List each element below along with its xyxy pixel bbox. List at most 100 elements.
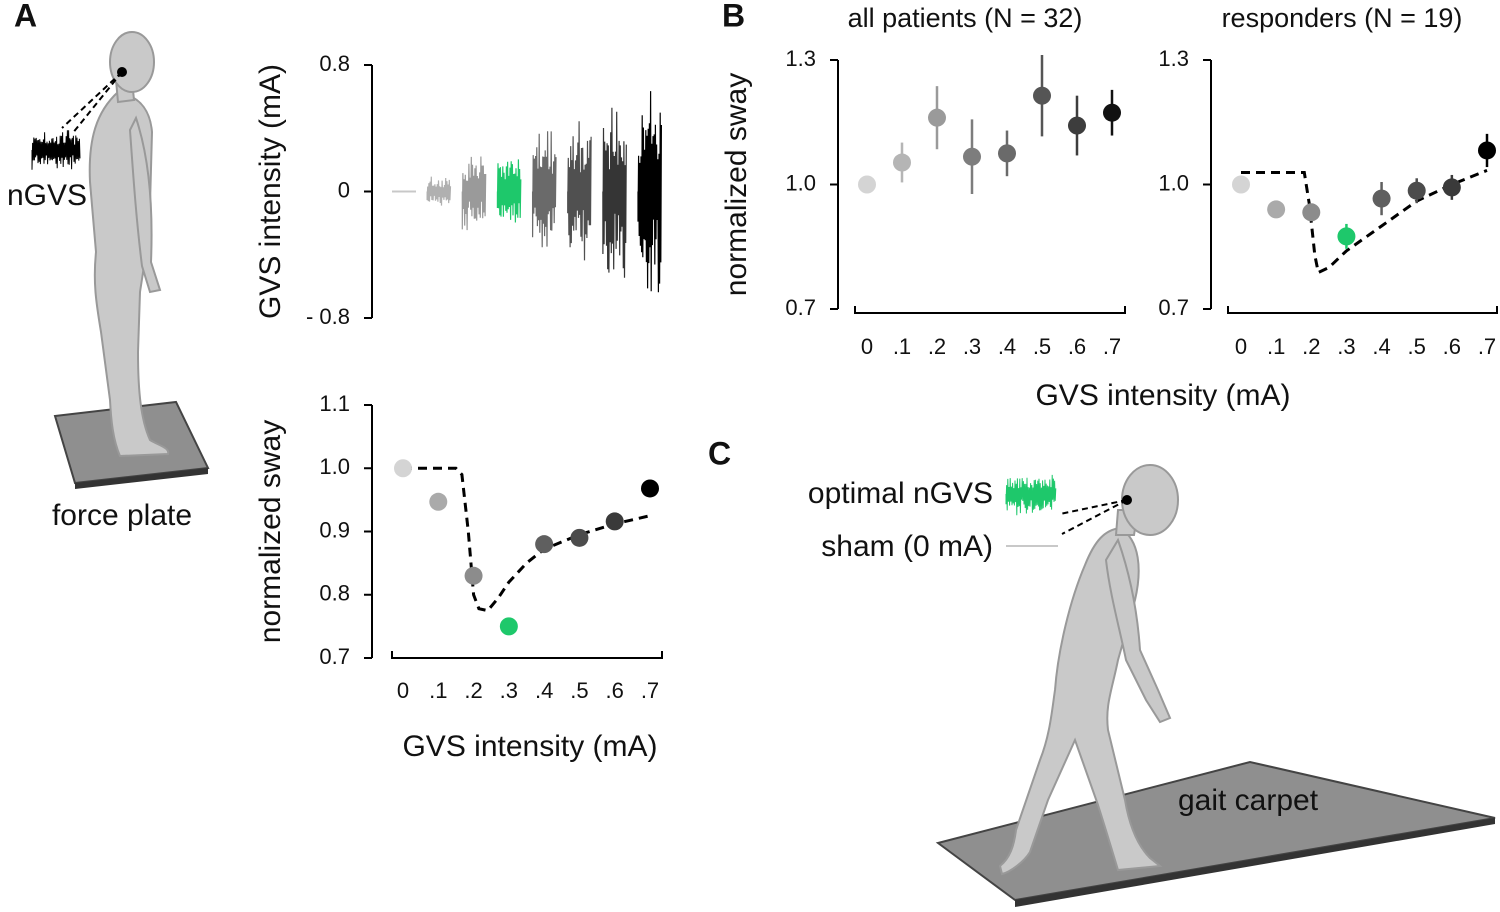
y-tick-label: 1.0 xyxy=(1158,170,1189,195)
x-axis xyxy=(1227,306,1498,314)
x-axis xyxy=(854,306,1126,314)
point xyxy=(1068,116,1086,135)
point xyxy=(963,147,981,166)
point xyxy=(1302,203,1321,222)
x-tick-label: .6 xyxy=(1443,334,1461,359)
point xyxy=(998,144,1016,163)
point xyxy=(1267,200,1286,219)
point xyxy=(858,175,876,194)
x-tick-label: .1 xyxy=(893,334,911,359)
noise-trace xyxy=(31,130,81,170)
point xyxy=(641,479,659,498)
stimulus-label: optimal nGVS xyxy=(808,477,993,510)
wire xyxy=(71,71,123,135)
point xyxy=(1372,189,1391,208)
x-tick-label: .7 xyxy=(1478,334,1496,359)
control-label: sham (0 mA) xyxy=(821,530,993,563)
noise-band xyxy=(496,159,522,223)
y-axis-label: GVS intensity (mA) xyxy=(254,64,287,319)
gait-carpet-edge xyxy=(1015,818,1495,907)
stimulus-label: nGVS xyxy=(7,179,87,212)
x-tick-label: .2 xyxy=(1302,334,1320,359)
x-tick-label: .4 xyxy=(1372,334,1390,359)
panel-label: B xyxy=(722,0,745,33)
x-tick-label: .2 xyxy=(928,334,946,359)
point xyxy=(570,528,589,547)
device-label: force plate xyxy=(52,499,192,532)
noise-band xyxy=(567,121,592,261)
y-tick-label: - 0.8 xyxy=(306,304,350,329)
point xyxy=(1407,181,1426,200)
force-plate-edge xyxy=(75,468,208,489)
x-tick-label: .3 xyxy=(963,334,981,359)
x-tick-label: .2 xyxy=(464,678,482,703)
point xyxy=(605,512,624,531)
wire xyxy=(61,71,123,129)
point xyxy=(1442,178,1461,197)
y-tick-label: 1.1 xyxy=(319,391,350,416)
y-axis-label: normalized sway xyxy=(254,420,287,643)
x-tick-label: 0 xyxy=(1235,334,1247,359)
x-tick-label: .1 xyxy=(1267,334,1285,359)
point xyxy=(464,566,483,585)
x-axis xyxy=(391,651,663,659)
y-tick-label: 0 xyxy=(338,177,350,202)
y-tick-label: 0.8 xyxy=(319,51,350,76)
y-tick-label: 0.7 xyxy=(1158,295,1189,320)
x-tick-label: .7 xyxy=(641,678,659,703)
stimulus-noise xyxy=(31,130,81,170)
x-tick-label: .6 xyxy=(606,678,624,703)
point xyxy=(1337,227,1356,246)
chart-title: all patients (N = 32) xyxy=(848,3,1083,33)
wire xyxy=(1059,499,1128,515)
noise-trace xyxy=(1005,474,1057,516)
wire xyxy=(1061,499,1128,535)
point xyxy=(1033,86,1051,105)
panel-label: A xyxy=(14,0,37,33)
x-tick-label: .5 xyxy=(1033,334,1051,359)
y-tick-label: 1.3 xyxy=(785,46,816,71)
panel-label: C xyxy=(708,435,731,471)
x-axis-label: GVS intensity (mA) xyxy=(1035,379,1290,412)
y-tick-label: 1.3 xyxy=(1158,46,1189,71)
point xyxy=(429,492,448,511)
x-tick-label: .6 xyxy=(1068,334,1086,359)
x-tick-label: 0 xyxy=(397,678,409,703)
point xyxy=(394,459,412,478)
point xyxy=(1478,141,1496,160)
point xyxy=(1103,103,1121,122)
x-tick-label: .7 xyxy=(1103,334,1121,359)
x-tick-label: .5 xyxy=(1408,334,1426,359)
point xyxy=(499,617,518,636)
y-tick-label: 1.0 xyxy=(319,454,350,479)
y-tick-label: 0.8 xyxy=(319,581,350,606)
x-axis-label: GVS intensity (mA) xyxy=(402,730,657,763)
y-tick-label: 0.9 xyxy=(319,517,350,542)
point xyxy=(893,153,911,172)
y-tick-label: 0.7 xyxy=(319,644,350,669)
point xyxy=(1232,175,1250,194)
noise-band xyxy=(426,176,452,206)
y-tick-label: 0.7 xyxy=(785,295,816,320)
x-tick-label: .3 xyxy=(500,678,518,703)
gait-illustration xyxy=(935,464,1496,907)
noise-band xyxy=(637,91,662,293)
standing-person xyxy=(88,31,170,458)
noise-band xyxy=(531,131,557,248)
x-tick-label: .4 xyxy=(998,334,1016,359)
x-tick-label: .4 xyxy=(535,678,553,703)
stimulus-noise xyxy=(1005,474,1057,516)
point xyxy=(928,108,946,127)
x-tick-label: .3 xyxy=(1337,334,1355,359)
y-tick-label: 1.0 xyxy=(785,170,816,195)
x-tick-label: .5 xyxy=(570,678,588,703)
x-tick-label: 0 xyxy=(861,334,873,359)
noise-band xyxy=(461,156,487,231)
point xyxy=(535,535,554,554)
y-axis-label: normalized sway xyxy=(720,73,753,296)
walking-person xyxy=(998,464,1179,876)
x-tick-label: .1 xyxy=(429,678,447,703)
noise-band xyxy=(602,107,627,278)
device-label: gait carpet xyxy=(1178,784,1319,817)
